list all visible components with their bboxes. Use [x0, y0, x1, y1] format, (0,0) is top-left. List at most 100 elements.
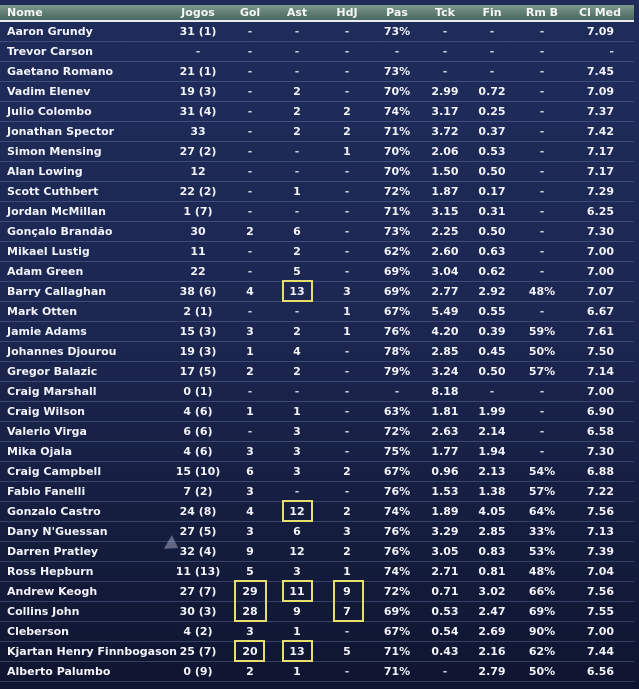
fin-value: 0.31 [478, 205, 506, 218]
fin-value: 0.53 [478, 145, 506, 158]
tck-value: 0.53 [431, 605, 459, 618]
gol-value: - [247, 105, 253, 118]
table-row[interactable]: Mika Ojala 4 (6) 3 3 - 75% 1.77 1.94 - 7.30 [0, 442, 634, 462]
clmed-value: 7.09 [586, 25, 614, 38]
gol-value: 5 [246, 565, 254, 578]
tck-value: 0.43 [431, 645, 459, 658]
jogos-value: 22 [190, 265, 206, 278]
column-header-jogos[interactable]: Jogos [181, 6, 215, 19]
column-header-pas[interactable]: Pas [386, 6, 408, 19]
player-name: Simon Mensing [7, 145, 102, 158]
ast-value: 2 [293, 325, 301, 338]
fin-value: 2.85 [478, 525, 506, 538]
rmb-value: - [539, 25, 545, 38]
table-row[interactable]: Vadim Elenev 19 (3) - 2 - 70% 2.99 0.72 - 7.09 [0, 82, 634, 102]
rmb-value: 90% [528, 625, 556, 638]
table-row[interactable]: Mikael Lustig 11 - 2 - 62% 2.60 0.63 - 7.00 [0, 242, 634, 262]
table-row[interactable]: Aaron Grundy 31 (1) - - - 73% - - - 7.09 [0, 22, 634, 42]
table-row[interactable]: Barry Callaghan 38 (6) 4 13 3 69% 2.77 2.92 48% 7… [0, 282, 634, 302]
table-row[interactable]: Gregor Balazic 17 (5) 2 2 - 79% 3.24 0.50 57% 7.1… [0, 362, 634, 382]
table-row[interactable]: Craig Marshall 0 (1) - - - - 8.18 - - 7.00 [0, 382, 634, 402]
pas-value: 76% [383, 545, 411, 558]
column-header-fin[interactable]: Fin [482, 6, 502, 19]
ast-value: 5 [293, 265, 301, 278]
pas-value: 70% [383, 145, 411, 158]
clmed-value: 7.30 [586, 225, 614, 238]
hdj-value: 2 [343, 105, 351, 118]
rmb-value: 50% [528, 665, 556, 678]
ast-value: 12 [289, 505, 305, 518]
pas-value: 70% [383, 165, 411, 178]
table-row[interactable]: Alberto Palumbo 0 (9) 2 1 - 71% - 2.79 50% 6.56 [0, 662, 634, 682]
ast-value: 12 [289, 545, 305, 558]
table-row[interactable]: Craig Wilson 4 (6) 1 1 - 63% 1.81 1.99 - 6.90 [0, 402, 634, 422]
table-row[interactable]: Kjartan Henry Finnbogason 25 (7) 20 13 5 71% 0… [0, 642, 634, 662]
player-name: Andrew Keogh [7, 585, 98, 598]
ast-value: 3 [293, 465, 301, 478]
table-row[interactable]: Jordan McMillan 1 (7) - - - 71% 3.15 0.31 - 6.25 [0, 202, 634, 222]
gol-value: - [247, 385, 253, 398]
ast-value: 3 [293, 445, 301, 458]
hdj-value: - [344, 165, 350, 178]
fin-value: 0.37 [478, 125, 506, 138]
table-row[interactable]: Simon Mensing 27 (2) - - 1 70% 2.06 0.53 - 7.17 [0, 142, 634, 162]
table-row[interactable]: Gonzalo Castro 24 (8) 4 12 2 74% 1.89 4.05 64% 7.… [0, 502, 634, 522]
table-row[interactable]: Collins John 30 (3) 28 9 7 69% 0.53 2.47 69% 7.55 [0, 602, 634, 622]
ast-value: 3 [293, 565, 301, 578]
table-row[interactable]: Adam Green 22 - 5 - 69% 3.04 0.62 - 7.00 [0, 262, 634, 282]
table-row[interactable]: Fabio Fanelli 7 (2) 3 - - 76% 1.53 1.38 57% 7.22 [0, 482, 634, 502]
column-header-hdj[interactable]: HdJ [336, 6, 358, 19]
clmed-value: 7.04 [586, 565, 614, 578]
player-name: Craig Marshall [7, 385, 97, 398]
player-name: Gonzalo Castro [7, 505, 101, 518]
player-name: Trevor Carson [7, 45, 94, 58]
rmb-value: 53% [528, 545, 556, 558]
table-row[interactable]: Alan Lowing 12 - - - 70% 1.50 0.50 - 7.17 [0, 162, 634, 182]
table-row[interactable]: Gonçalo Brandão 30 2 6 - 73% 2.25 0.50 - 7.30 [0, 222, 634, 242]
rmb-value: - [539, 205, 545, 218]
rmb-value: - [539, 225, 545, 238]
fin-value: 4.05 [478, 505, 506, 518]
table-row[interactable]: Cleberson 4 (2) 3 1 - 67% 0.54 2.69 90% 7.00 [0, 622, 634, 642]
table-row[interactable]: Julio Colombo 31 (4) - 2 2 74% 3.17 0.25 - 7.37 [0, 102, 634, 122]
gol-value: - [247, 125, 253, 138]
player-name: Darren Pratley [7, 545, 99, 558]
column-header-ast[interactable]: Ast [286, 6, 308, 19]
table-row[interactable]: Jonathan Spector 33 - 2 2 71% 3.72 0.37 - 7.42 [0, 122, 634, 142]
ast-value: 2 [293, 125, 301, 138]
jogos-value: 24 (8) [179, 505, 217, 518]
fin-value: 2.69 [478, 625, 506, 638]
hdj-value: 1 [343, 565, 351, 578]
table-row[interactable]: Darren Pratley 32 (4) 9 12 2 76% 3.05 0.83 53% 7.… [0, 542, 634, 562]
jogos-value: 1 (7) [183, 205, 213, 218]
jogos-value: 19 (3) [179, 85, 217, 98]
table-row[interactable]: Mark Otten 2 (1) - - 1 67% 5.49 0.55 - 6.67 [0, 302, 634, 322]
column-header-gol[interactable]: Gol [239, 6, 261, 19]
jogos-value: 32 (4) [179, 545, 217, 558]
column-header-clmed[interactable]: Cl Med [579, 6, 621, 19]
table-row[interactable]: Gaetano Romano 21 (1) - - - 73% - - - 7.45 [0, 62, 634, 82]
pas-value: 69% [383, 285, 411, 298]
column-header-rmb[interactable]: Rm B [525, 6, 559, 19]
player-name: Mark Otten [7, 305, 78, 318]
table-row[interactable]: Andrew Keogh 27 (7) 29 11 9 72% 0.71 3.02 66% 7.5… [0, 582, 634, 602]
clmed-value: 6.67 [586, 305, 614, 318]
table-row[interactable]: Trevor Carson - - - - - - - - - [0, 42, 634, 62]
table-row[interactable]: Craig Campbell 15 (10) 6 3 2 67% 0.96 2.13 54% 6.… [0, 462, 634, 482]
column-header-tck[interactable]: Tck [435, 6, 455, 19]
hdj-value: - [344, 245, 350, 258]
ast-value: - [294, 45, 300, 58]
table-row[interactable]: Jamie Adams 15 (3) 3 2 1 76% 4.20 0.39 59% 7.61 [0, 322, 634, 342]
column-header-nome[interactable]: Nome [7, 6, 43, 19]
table-row[interactable]: Valerio Virga 6 (6) - 3 - 72% 2.63 2.14 - 6.58 [0, 422, 634, 442]
gol-value: - [247, 305, 253, 318]
table-row[interactable]: Johannes Djourou 19 (3) 1 4 - 78% 2.85 0.45 50% 7… [0, 342, 634, 362]
fin-value: 0.50 [478, 225, 506, 238]
table-row[interactable]: Scott Cuthbert 22 (2) - 1 - 72% 1.87 0.17 - 7.29 [0, 182, 634, 202]
jogos-value: 21 (1) [179, 65, 217, 78]
fin-value: - [489, 65, 495, 78]
table-row[interactable]: Dany N'Guessan 27 (5) 3 6 3 76% 3.29 2.85 33% 7.1… [0, 522, 634, 542]
rmb-value: - [539, 105, 545, 118]
player-stats-table: Nome Jogos Gol Ast HdJ Pas Tck Fin Rm B … [0, 5, 634, 682]
table-row[interactable]: Ross Hepburn 11 (13) 5 3 1 74% 2.71 0.81 48% 7.04 [0, 562, 634, 582]
